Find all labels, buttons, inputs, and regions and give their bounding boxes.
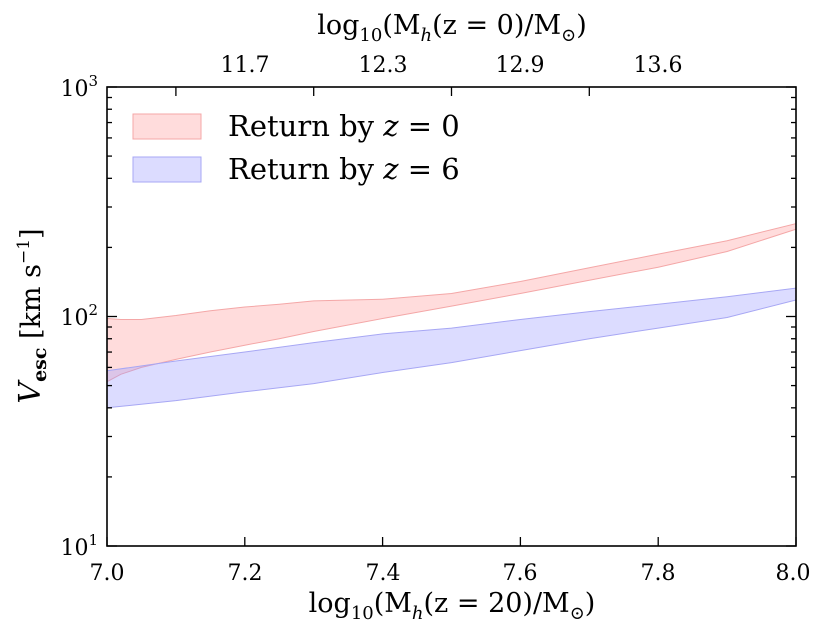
y-axis-label: Vesc [km s−1] (13, 228, 51, 403)
top-tick-label: 11.7 (221, 53, 270, 78)
x-tick-label: 7.2 (228, 561, 263, 586)
band-return-z0 (107, 223, 796, 383)
x-tick-label: 7.0 (90, 561, 125, 586)
x-tick-label: 7.4 (366, 561, 401, 586)
x-tick-labels: 7.0 7.2 7.4 7.6 7.8 8.0 (90, 561, 811, 586)
band-return-z6 (107, 287, 796, 409)
top-tick-labels: 11.7 12.3 12.9 13.6 (221, 53, 683, 78)
legend-label-z6: Return by z = 6 (228, 152, 460, 186)
y-tick-label-100: 102 (60, 301, 98, 331)
tick-layer (106, 86, 797, 547)
top-tick-label: 12.9 (496, 53, 545, 78)
top-tick-label: 12.3 (359, 53, 408, 78)
top-tick-label: 13.6 (634, 53, 683, 78)
x-axis-label: log10(Mh(z = 20)/M⊙) (309, 588, 596, 624)
x-tick-label: 7.8 (641, 561, 676, 586)
legend-swatch-z6 (132, 156, 202, 183)
top-axis-label: log10(Mh(z = 0)/M⊙) (317, 10, 587, 46)
y-tick-labels: 101 102 103 (60, 72, 98, 561)
series-layer (107, 223, 796, 409)
x-tick-label: 8.0 (776, 561, 811, 586)
x-tick-label: 7.6 (503, 561, 538, 586)
legend-label-z0: Return by z = 0 (228, 109, 460, 143)
legend: Return by z = 0 Return by z = 6 (132, 109, 460, 186)
y-tick-label-10: 101 (60, 531, 98, 561)
y-tick-label-1000: 103 (60, 72, 98, 102)
legend-swatch-z0 (132, 113, 202, 140)
